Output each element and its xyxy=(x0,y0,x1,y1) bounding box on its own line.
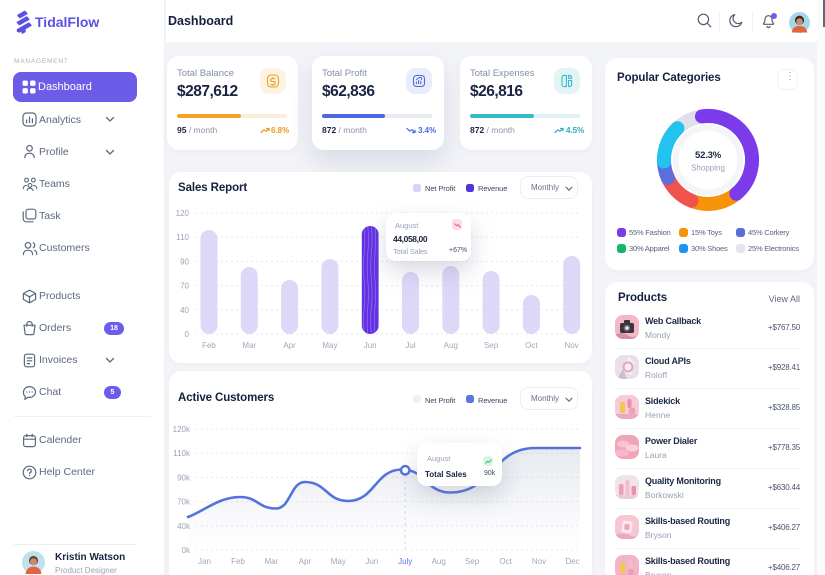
svg-text:120: 120 xyxy=(176,209,190,218)
svg-text:Nov: Nov xyxy=(565,341,579,350)
svg-text:Feb: Feb xyxy=(202,341,216,350)
svg-text:May: May xyxy=(322,341,337,350)
svg-text:Oct: Oct xyxy=(499,557,512,566)
svg-text:Oct: Oct xyxy=(525,341,538,350)
svg-text:Shopping: Shopping xyxy=(691,164,725,173)
svg-text:90: 90 xyxy=(180,257,189,266)
svg-text:90k: 90k xyxy=(177,473,191,482)
svg-text:May: May xyxy=(331,557,346,566)
svg-text:Jul: Jul xyxy=(405,341,415,350)
svg-text:Jan: Jan xyxy=(198,557,211,566)
svg-text:Dec: Dec xyxy=(565,557,579,566)
svg-text:52.3%: 52.3% xyxy=(695,150,722,161)
svg-text:120k: 120k xyxy=(173,425,191,434)
svg-text:Aug: Aug xyxy=(444,341,458,350)
svg-text:Feb: Feb xyxy=(231,557,245,566)
svg-text:Nov: Nov xyxy=(532,557,546,566)
svg-text:0: 0 xyxy=(185,330,190,339)
svg-text:Sep: Sep xyxy=(465,557,480,566)
svg-text:July: July xyxy=(398,557,412,566)
svg-text:40: 40 xyxy=(180,306,189,315)
svg-text:110k: 110k xyxy=(173,449,191,458)
svg-text:110: 110 xyxy=(176,233,189,242)
svg-text:Apr: Apr xyxy=(299,557,312,566)
svg-text:0k: 0k xyxy=(182,546,191,555)
svg-text:Sep: Sep xyxy=(484,341,499,350)
svg-text:Mar: Mar xyxy=(242,341,256,350)
svg-text:Jun: Jun xyxy=(365,557,378,566)
svg-text:Mar: Mar xyxy=(265,557,279,566)
svg-text:Aug: Aug xyxy=(432,557,446,566)
svg-text:Apr: Apr xyxy=(283,341,296,350)
svg-text:70: 70 xyxy=(180,282,189,291)
svg-text:Jun: Jun xyxy=(364,341,377,350)
svg-text:40k: 40k xyxy=(177,522,191,531)
svg-text:70k: 70k xyxy=(177,498,191,507)
